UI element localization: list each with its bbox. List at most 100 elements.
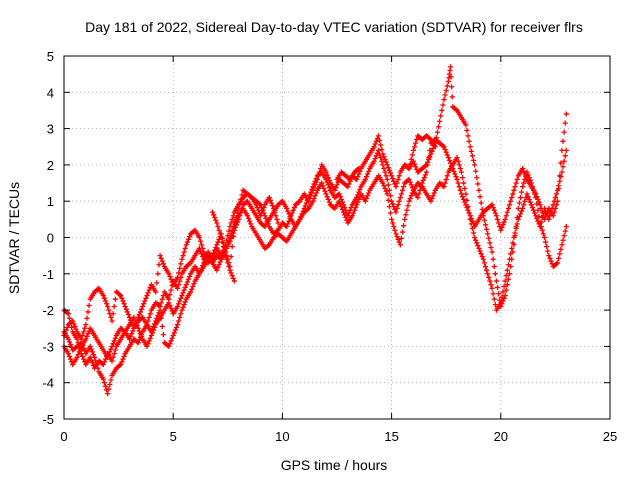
data-point	[319, 180, 325, 186]
data-point	[274, 216, 280, 222]
data-point	[348, 204, 354, 211]
data-point	[465, 133, 471, 139]
data-point	[505, 276, 512, 282]
data-point	[78, 336, 85, 342]
data-point	[148, 332, 154, 339]
data-point	[382, 169, 388, 175]
data-point	[132, 322, 138, 329]
data-point	[200, 245, 206, 251]
data-point	[119, 359, 125, 365]
data-point	[406, 165, 412, 172]
data-point	[322, 188, 328, 194]
data-point	[516, 200, 522, 206]
data-point	[110, 311, 116, 317]
data-point	[308, 189, 314, 195]
data-point	[226, 263, 232, 270]
data-point	[215, 224, 221, 230]
data-point	[556, 255, 562, 261]
data-point	[474, 240, 480, 246]
data-point	[384, 191, 390, 197]
data-point	[65, 351, 71, 357]
data-point	[112, 347, 118, 353]
data-point	[554, 198, 561, 204]
data-point	[215, 239, 221, 245]
data-point	[107, 381, 113, 388]
data-point	[83, 322, 89, 328]
x-tick-label: 0	[60, 429, 67, 444]
data-point	[85, 309, 91, 315]
data-point	[157, 253, 163, 259]
x-tick-label: 5	[170, 429, 177, 444]
data-point	[209, 253, 216, 259]
data-point	[184, 279, 190, 285]
data-point	[448, 74, 454, 80]
data-point	[508, 251, 514, 257]
data-point	[186, 273, 193, 280]
data-point	[197, 268, 204, 274]
data-point	[378, 155, 384, 161]
data-point	[381, 183, 387, 189]
data-point	[491, 296, 497, 302]
data-point	[559, 147, 565, 153]
data-point	[218, 234, 224, 241]
data-point	[158, 300, 164, 306]
data-point	[154, 280, 160, 286]
data-point	[179, 307, 185, 313]
data-point	[309, 186, 315, 193]
data-point	[257, 213, 264, 219]
data-point	[213, 217, 219, 223]
data-point	[158, 255, 164, 261]
data-point	[542, 239, 549, 245]
data-point	[81, 329, 87, 335]
data-point	[467, 144, 473, 150]
data-point	[389, 198, 395, 204]
data-point	[303, 200, 310, 206]
data-point	[110, 354, 116, 360]
data-point	[87, 354, 93, 360]
data-point	[128, 333, 134, 340]
data-point	[136, 337, 142, 343]
data-point	[489, 285, 495, 291]
data-point	[383, 159, 389, 165]
data-point	[500, 289, 506, 295]
data-point	[475, 181, 481, 187]
data-point	[389, 216, 395, 222]
data-point	[504, 267, 510, 273]
data-point	[145, 290, 151, 296]
data-point	[180, 253, 186, 259]
data-point	[323, 176, 329, 183]
data-point	[239, 192, 245, 198]
data-point	[159, 323, 165, 330]
data-point	[477, 248, 483, 254]
data-point	[505, 262, 512, 268]
data-point	[350, 210, 356, 216]
data-point	[105, 303, 111, 310]
data-point	[504, 209, 510, 215]
data-point	[93, 358, 99, 364]
data-point	[501, 219, 507, 225]
data-point	[533, 213, 539, 219]
data-point	[414, 136, 420, 143]
data-point	[454, 176, 460, 183]
data-point	[185, 236, 192, 242]
data-point	[186, 233, 193, 240]
data-point	[494, 216, 501, 222]
data-point	[238, 196, 244, 202]
data-point	[413, 140, 419, 146]
data-point	[486, 274, 492, 281]
data-point	[485, 231, 491, 237]
data-point	[559, 169, 565, 175]
data-point	[455, 158, 461, 164]
data-point	[491, 207, 497, 213]
data-point	[372, 141, 378, 147]
data-point	[324, 179, 330, 185]
data-point	[379, 158, 385, 164]
data-point	[311, 181, 317, 187]
data-point	[261, 204, 267, 211]
data-point	[312, 193, 318, 199]
data-point	[442, 180, 448, 186]
data-point	[427, 154, 433, 160]
data-point	[189, 286, 195, 292]
data-point	[307, 192, 313, 198]
data-point	[171, 330, 177, 336]
